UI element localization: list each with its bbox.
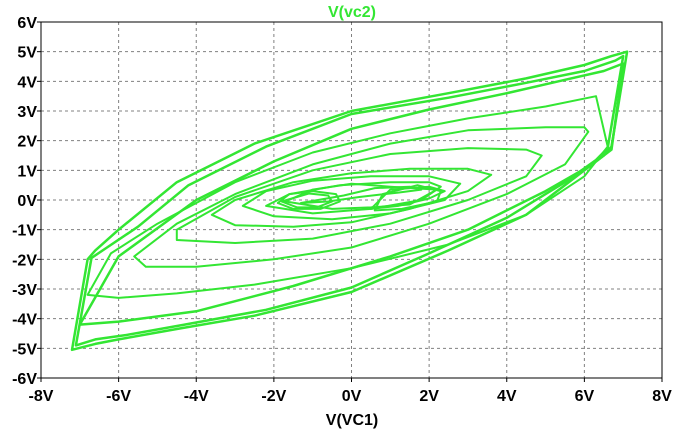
trace-line: [175, 147, 543, 244]
y-tick-label: 2V: [17, 134, 37, 151]
trace-line: [265, 181, 442, 215]
y-tick-label: 4V: [17, 74, 37, 91]
trace-line: [133, 126, 590, 268]
y-tick-label: -6V: [12, 371, 37, 388]
y-tick-label: -1V: [12, 223, 37, 240]
y-tick-label: -5V: [12, 341, 37, 358]
x-tick-label: -4V: [184, 388, 209, 405]
trace-line: [78, 62, 625, 326]
y-tick-label: 0V: [17, 193, 37, 210]
x-tick-label: 8V: [652, 388, 672, 405]
x-axis-title: V(VC1): [326, 412, 378, 429]
trace-line: [70, 50, 629, 352]
trace-line: [369, 185, 446, 210]
trace-line: [300, 185, 423, 204]
y-tick-label: 6V: [17, 15, 37, 32]
x-axis-ticks: -8V -6V -4V -2V 0V 2V 4V 6V 8V: [29, 378, 672, 405]
trace-line: [86, 95, 609, 299]
x-tick-label: -6V: [106, 388, 131, 405]
x-tick-label: 4V: [497, 388, 517, 405]
trace-line: [373, 184, 442, 212]
y-tick-label: 5V: [17, 45, 37, 62]
chart-title: V(vc2): [328, 4, 376, 21]
y-axis-ticks: 6V 5V 4V 3V 2V 1V 0V -1V -2V -3V -4V -5V -6V: [12, 15, 41, 388]
x-tick-label: 0V: [342, 388, 362, 405]
trace-line: [74, 54, 625, 347]
y-tick-label: 1V: [17, 163, 37, 180]
x-tick-label: 6V: [575, 388, 595, 405]
x-tick-label: -2V: [261, 388, 286, 405]
x-tick-label: 2V: [419, 388, 439, 405]
y-tick-label: -3V: [12, 282, 37, 299]
trace-line: [276, 190, 341, 210]
y-tick-label: -2V: [12, 252, 37, 269]
x-tick-label: -8V: [29, 388, 54, 405]
y-tick-label: -4V: [12, 312, 37, 329]
trace-line: [241, 175, 462, 221]
trace-group: [70, 50, 629, 352]
y-tick-label: 3V: [17, 104, 37, 121]
